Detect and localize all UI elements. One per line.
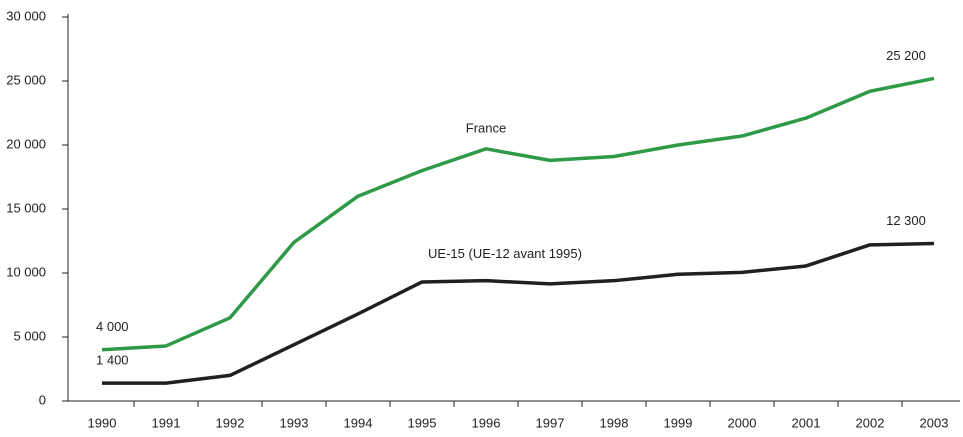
y-tick-label: 10 000 — [6, 264, 46, 279]
x-tick-label: 1999 — [664, 415, 693, 430]
series-line — [102, 241, 935, 385]
x-tick-label: 1991 — [152, 415, 181, 430]
data-label: 12 300 — [886, 213, 926, 228]
y-tick-label: 20 000 — [6, 136, 46, 151]
x-tick-label: 1993 — [280, 415, 309, 430]
x-tick-label: 2002 — [856, 415, 885, 430]
x-tick-label: 1992 — [216, 415, 245, 430]
series-line — [101, 76, 935, 352]
x-tick-label: 1996 — [472, 415, 501, 430]
y-tick-label: 25 000 — [6, 72, 46, 87]
y-tick-label: 5 000 — [13, 328, 46, 343]
series-label: France — [466, 120, 506, 135]
data-label: 25 200 — [886, 48, 926, 63]
data-label: 1 400 — [96, 353, 129, 368]
x-tick-label: 2000 — [728, 415, 757, 430]
x-tick-label: 2001 — [792, 415, 821, 430]
x-tick-label: 1995 — [408, 415, 437, 430]
y-tick-label: 0 — [39, 392, 46, 407]
x-tick-label: 2003 — [920, 415, 949, 430]
x-tick-label: 1994 — [344, 415, 373, 430]
x-tick-label: 1998 — [600, 415, 629, 430]
x-tick-label: 1997 — [536, 415, 565, 430]
y-tick-label: 15 000 — [6, 200, 46, 215]
x-tick-label: 1990 — [88, 415, 117, 430]
data-label: 4 000 — [96, 319, 129, 334]
y-tick-label: 30 000 — [6, 8, 46, 23]
series-label: UE-15 (UE-12 avant 1995) — [428, 246, 582, 261]
